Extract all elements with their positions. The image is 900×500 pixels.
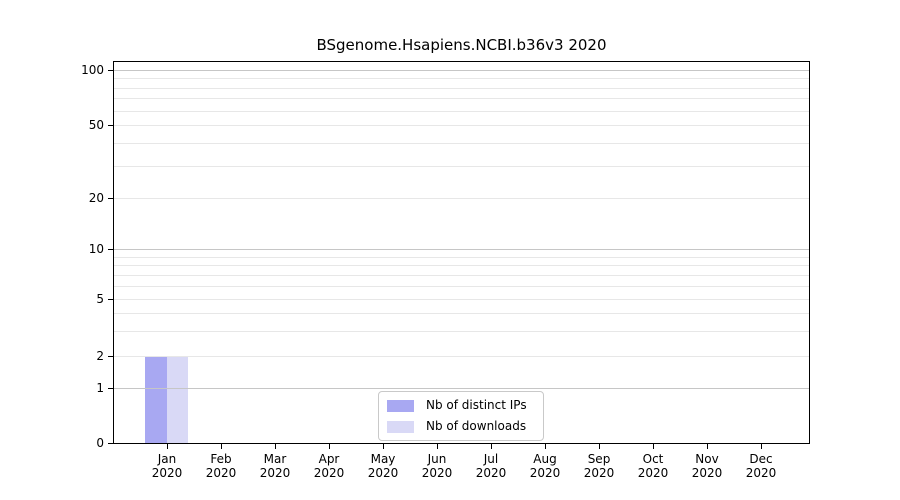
x-tick-label-year: 2020	[583, 466, 615, 480]
legend-swatch-downloads-icon	[387, 420, 414, 433]
y-gridline	[114, 299, 809, 300]
chart-title: BSgenome.Hsapiens.NCBI.b36v3 2020	[316, 36, 607, 54]
y-tick-mark	[108, 299, 113, 300]
x-tick-label-year: 2020	[529, 466, 561, 480]
y-minor-gridline	[114, 166, 809, 167]
x-tick-label-month: Nov	[695, 452, 719, 466]
y-minor-gridline	[114, 265, 809, 266]
x-tick-mark	[329, 444, 330, 449]
legend-item-downloads: Nb of downloads	[387, 420, 535, 433]
x-tick-label-month: Jun	[427, 452, 447, 466]
y-minor-gridline	[114, 313, 809, 314]
y-tick-mark	[108, 443, 113, 444]
y-tick-label: 100	[81, 63, 104, 77]
x-tick-label-month: Jan	[157, 452, 177, 466]
y-tick-mark	[108, 198, 113, 199]
x-tick-label: Apr 2020	[299, 452, 359, 480]
x-tick-label: Nov 2020	[677, 452, 737, 480]
y-minor-gridline	[114, 78, 809, 79]
x-tick-mark	[491, 444, 492, 449]
y-gridline	[114, 70, 809, 71]
x-tick-label: Oct 2020	[623, 452, 683, 480]
x-tick-label-year: 2020	[313, 466, 345, 480]
x-tick-mark	[761, 444, 762, 449]
legend: Nb of distinct IPs Nb of downloads	[378, 391, 544, 441]
y-minor-gridline	[114, 111, 809, 112]
y-tick-label: 5	[96, 292, 104, 306]
x-tick-label: Jun 2020	[407, 452, 467, 480]
x-tick-label-month: Dec	[749, 452, 773, 466]
y-minor-gridline	[114, 286, 809, 287]
y-tick-label: 50	[88, 118, 104, 132]
y-tick-label: 1	[96, 381, 104, 395]
bar-downloads	[166, 356, 188, 443]
y-gridline	[114, 125, 809, 126]
y-minor-gridline	[114, 88, 809, 89]
x-tick-mark	[437, 444, 438, 449]
x-tick-mark	[545, 444, 546, 449]
y-minor-gridline	[114, 257, 809, 258]
x-tick-label-month: Jul	[483, 452, 499, 466]
y-minor-gridline	[114, 98, 809, 99]
y-gridline	[114, 198, 809, 199]
x-tick-label-month: Mar	[263, 452, 287, 466]
x-tick-label-month: May	[370, 452, 396, 466]
legend-item-distinct-ips: Nb of distinct IPs	[387, 399, 535, 412]
x-tick-mark	[383, 444, 384, 449]
bar-distinct-ips	[145, 356, 167, 443]
x-tick-label-month: Oct	[642, 452, 664, 466]
x-tick-label-year: 2020	[421, 466, 453, 480]
x-tick-label-month: Aug	[533, 452, 557, 466]
y-tick-mark	[108, 388, 113, 389]
x-tick-label: Jan 2020	[137, 452, 197, 480]
legend-label-distinct-ips: Nb of distinct IPs	[426, 398, 527, 412]
x-tick-mark	[167, 444, 168, 449]
legend-label-downloads: Nb of downloads	[426, 419, 527, 433]
x-tick-label-month: Feb	[210, 452, 232, 466]
x-tick-mark	[653, 444, 654, 449]
y-minor-gridline	[114, 331, 809, 332]
y-tick-label: 2	[96, 349, 104, 363]
y-tick-label: 20	[88, 191, 104, 205]
x-tick-label: Mar 2020	[245, 452, 305, 480]
y-minor-gridline	[114, 143, 809, 144]
x-tick-label-year: 2020	[637, 466, 669, 480]
x-tick-label-year: 2020	[367, 466, 399, 480]
x-tick-label: Dec 2020	[731, 452, 791, 480]
y-tick-mark	[108, 356, 113, 357]
y-tick-mark	[108, 249, 113, 250]
x-tick-mark	[599, 444, 600, 449]
y-tick-label: 0	[96, 436, 104, 450]
x-tick-label-year: 2020	[205, 466, 237, 480]
y-gridline	[114, 249, 809, 250]
x-tick-label: Feb 2020	[191, 452, 251, 480]
x-tick-label-year: 2020	[475, 466, 507, 480]
x-tick-mark	[275, 444, 276, 449]
x-tick-label-year: 2020	[151, 466, 183, 480]
y-tick-mark	[108, 125, 113, 126]
x-tick-label-year: 2020	[691, 466, 723, 480]
x-tick-label: Jul 2020	[461, 452, 521, 480]
y-gridline	[114, 388, 809, 389]
x-tick-mark	[221, 444, 222, 449]
legend-swatch-distinct-ips-icon	[387, 399, 414, 412]
x-tick-label-month: Sep	[587, 452, 611, 466]
x-tick-label-year: 2020	[259, 466, 291, 480]
plot-area: 0 1 2 5 10 20 50 100 Jan 2020 Feb 2020 Mar 2020 Apr 202…	[81, 61, 810, 480]
x-tick-label: Aug 2020	[515, 452, 575, 480]
x-tick-label: May 2020	[353, 452, 413, 480]
x-tick-label-month: Apr	[318, 452, 340, 466]
x-tick-mark	[707, 444, 708, 449]
y-gridline	[114, 356, 809, 357]
y-tick-label: 10	[88, 242, 104, 256]
x-tick-label: Sep 2020	[569, 452, 629, 480]
y-minor-gridline	[114, 275, 809, 276]
x-tick-label-year: 2020	[745, 466, 777, 480]
y-tick-mark	[108, 70, 113, 71]
